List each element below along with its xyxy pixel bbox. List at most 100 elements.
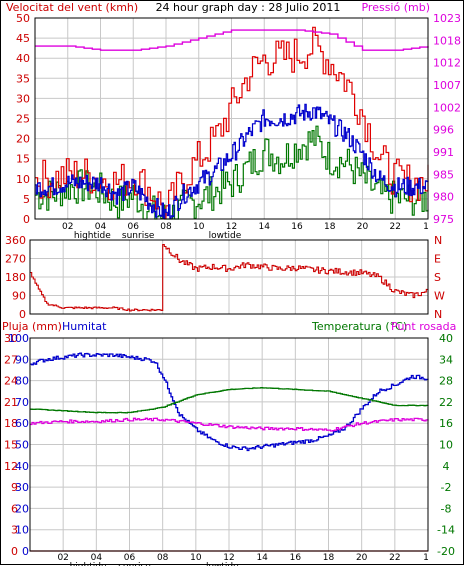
x-tick-label: 04 [91, 553, 103, 563]
time-marker-label: hightide [74, 231, 111, 241]
pressure-tick-label: 1002 [433, 101, 461, 114]
humidity-panel-border [29, 337, 429, 552]
series-punt-rosada [30, 417, 429, 432]
x-tick-label: 04 [95, 222, 107, 232]
humidity-tick-label: 70 [15, 396, 29, 409]
humidity-tick-label: 0 [22, 545, 29, 558]
x-tick-label: 10 [190, 553, 202, 563]
pressure-tick-label: 985 [433, 168, 454, 181]
compass-label: N [434, 308, 442, 321]
humidity-tick-label: 80 [15, 375, 29, 388]
temperature-tick-label: -14 [437, 524, 455, 537]
temperature-tick-label: 16 [439, 417, 453, 430]
pressure-tick-label: 1007 [433, 79, 461, 92]
wind-direction-series [30, 244, 429, 312]
rain-tick-label: 24 [4, 375, 18, 388]
pressure-tick-label: 1023 [433, 12, 461, 25]
humidity-label: Humitat [62, 320, 107, 333]
direction-tick-label: 90 [12, 290, 26, 303]
time-marker-label: sunrise [118, 562, 151, 566]
compass-label: S [434, 271, 441, 284]
x-tick-label: 16 [291, 222, 303, 232]
x-tick-label: 02 [57, 553, 68, 563]
wind-speed-tick-label: 15 [16, 153, 30, 166]
x-tick-label: 14 [259, 222, 271, 232]
rain-tick-label: 0 [11, 545, 18, 558]
wind-speed-tick-label: 45 [16, 32, 30, 45]
rain-tick-label: 3 [11, 524, 18, 537]
rain-tick-label: 21 [4, 396, 18, 409]
temperature-tick-label: -20 [437, 545, 455, 558]
wind-panel-border [34, 17, 429, 220]
direction-tick-label: 0 [19, 308, 26, 321]
pressure-tick-label: 996 [433, 124, 454, 137]
humidity-tick-label: 60 [15, 417, 29, 430]
wind-panel-series [35, 26, 429, 220]
temperature-tick-label: -8 [441, 502, 452, 515]
x-tick-label: 22 [389, 553, 400, 563]
series-humitat [30, 352, 429, 452]
time-marker-label: lowtide [206, 562, 239, 566]
pressure-series-line [35, 29, 429, 51]
rain-tick-label: 12 [4, 460, 18, 473]
wind-speed-tick-label: 50 [16, 12, 30, 25]
direction-panel-border [29, 239, 429, 315]
x-tick-label: 18 [323, 553, 335, 563]
x-tick-label: 08 [157, 553, 169, 563]
wind-speed-tick-label: 35 [16, 72, 30, 85]
temperature-tick-label: 28 [439, 375, 453, 388]
x-tick-label: 16 [290, 553, 302, 563]
temperature-tick-label: 22 [439, 396, 453, 409]
temperature-tick-label: 34 [439, 353, 453, 366]
x-tick-label: 18 [324, 222, 336, 232]
humidity-panel-grid [30, 338, 428, 551]
x-tick-label: 20 [356, 553, 368, 563]
x-tick-label: 12 [226, 222, 237, 232]
dewpoint-label: Punt rosada [391, 320, 456, 333]
wind-speed-tick-label: 0 [23, 213, 30, 226]
time-marker-label: lowtide [209, 231, 242, 241]
humidity-panel-x-axis: 02 04 06 08 10 12 14 16 18 20 22 1 [57, 553, 428, 563]
temperature-tick-label: 4 [443, 460, 450, 473]
temperature-label: Temperatura (°C) [311, 320, 407, 333]
pressure-tick-label: 975 [433, 213, 454, 226]
humidity-tick-label: 90 [15, 353, 29, 366]
pressure-tick-label: 1012 [433, 57, 461, 70]
wind-speed-tick-label: 25 [16, 113, 30, 126]
wind-speed-tick-label: 40 [16, 52, 30, 65]
x-tick-label: 02 [62, 222, 73, 232]
pressure-tick-label: 1018 [433, 34, 461, 47]
humidity-tick-label: 30 [15, 481, 29, 494]
x-tick-label: 10 [193, 222, 205, 232]
rain-tick-label: 9 [11, 481, 18, 494]
humidity-tick-label: 100 [8, 332, 29, 345]
humidity-panel-markers: hightide sunrise lowtide [70, 562, 240, 566]
time-marker-label: sunrise [122, 231, 155, 241]
direction-axis: 360 270 180 90 0 [5, 234, 26, 321]
rain-tick-label: 27 [4, 353, 18, 366]
wind-series-avg [35, 103, 429, 219]
wind-panel-x-axis: 02 04 06 08 10 12 14 16 18 20 22 1 [62, 222, 429, 232]
direction-panel-grid [30, 240, 428, 314]
humidity-tick-label: 40 [15, 460, 29, 473]
x-axis-end-tick: 1 [423, 222, 429, 232]
humidity-tick-label: 10 [15, 524, 29, 537]
chart-date-title: 24 hour graph day : 28 Julio 2011 [156, 1, 341, 14]
time-marker-label: hightide [70, 562, 107, 566]
pressure-title: Pressió (mb) [361, 1, 430, 14]
pressure-axis: 975 980 985 991 996 1002 1007 1012 1018 1023 [433, 12, 461, 226]
series-temperatura [30, 387, 429, 414]
wind-speed-axis: 0 5 10 15 20 25 30 35 40 45 50 [16, 12, 30, 226]
wind-speed-tick-label: 20 [16, 133, 30, 146]
humidity-tick-label: 50 [15, 439, 29, 452]
x-tick-label: 06 [124, 553, 136, 563]
temperature-tick-label: -2 [441, 481, 452, 494]
humidity-tick-label: 20 [15, 502, 29, 515]
rain-tick-label: 18 [4, 417, 18, 430]
direction-tick-label: 180 [5, 271, 26, 284]
direction-tick-label: 360 [5, 234, 26, 247]
